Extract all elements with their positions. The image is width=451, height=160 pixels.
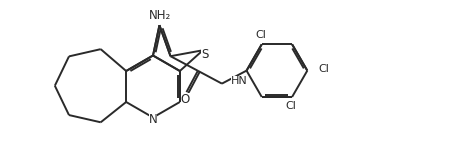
Text: HN: HN xyxy=(231,76,248,86)
Text: NH₂: NH₂ xyxy=(149,9,171,22)
Text: O: O xyxy=(181,93,190,106)
Text: S: S xyxy=(201,48,208,61)
Text: Cl: Cl xyxy=(255,30,266,40)
Text: Cl: Cl xyxy=(285,101,297,111)
Text: Cl: Cl xyxy=(318,64,329,74)
Text: N: N xyxy=(149,113,157,126)
